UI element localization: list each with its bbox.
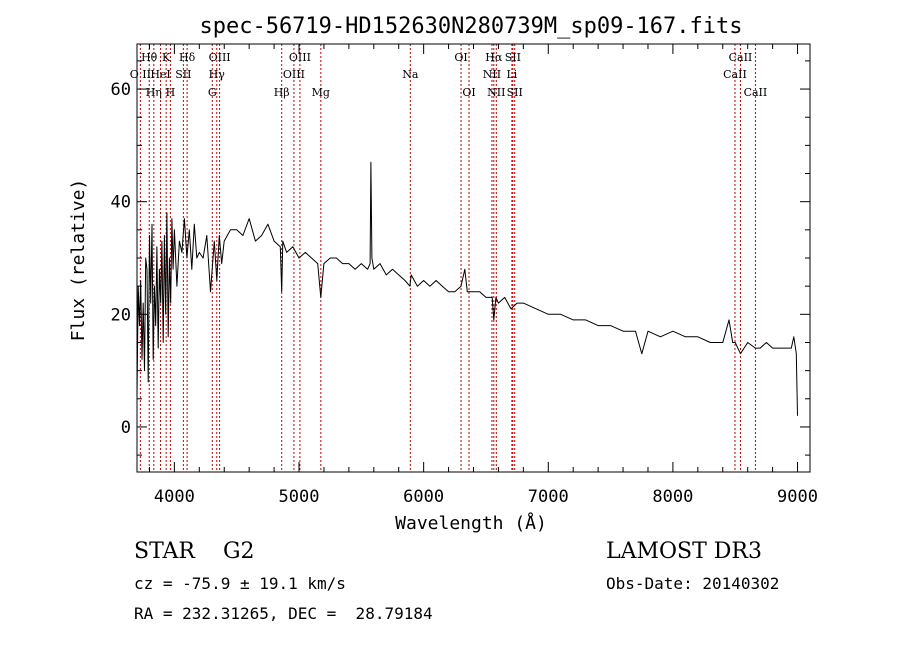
line-label: O II xyxy=(130,68,151,81)
emission-line-markers xyxy=(139,44,756,472)
x-axis-label: Wavelength (Å) xyxy=(395,512,547,534)
y-tick-label: 60 xyxy=(111,80,131,100)
line-label: Hγ xyxy=(209,68,226,81)
line-label: Hβ xyxy=(274,86,290,99)
line-label: G xyxy=(208,86,217,99)
line-label: H xyxy=(166,86,176,99)
line-label: SII xyxy=(507,86,523,99)
line-label: NII xyxy=(483,68,501,81)
y-tick-label: 20 xyxy=(111,305,131,325)
x-tick-label: 8000 xyxy=(652,487,693,507)
line-label: Na xyxy=(402,68,419,81)
y-axis-label: Flux (relative) xyxy=(68,179,89,342)
line-label: K xyxy=(162,51,171,64)
x-tick-label: 7000 xyxy=(528,487,569,507)
survey-name: LAMOST DR3 xyxy=(606,539,762,564)
x-tick-label: 6000 xyxy=(403,487,444,507)
line-label: OI xyxy=(462,86,475,99)
obs-date: Obs-Date: 20140302 xyxy=(606,574,780,593)
line-label: SII xyxy=(175,68,191,81)
line-label: CaII xyxy=(729,51,753,64)
plot-frame xyxy=(136,43,811,473)
line-label: OI xyxy=(454,51,467,64)
line-labels: O II Hθ Hη HeI K H SII Hδ G Hγ OIII Hβ OIII OIII Mg Na O… xyxy=(130,51,767,99)
axis-ticks: 4000 5000 6000 7000 8000 9000 0 20 40 60 xyxy=(111,44,818,507)
redshift-value: cz = -75.9 ± 19.1 km/s xyxy=(134,574,346,593)
y-tick-label: 0 xyxy=(121,418,131,438)
line-label: Hα xyxy=(485,51,503,64)
line-label: OIII xyxy=(289,51,311,64)
line-label: Li xyxy=(506,68,517,81)
line-label: CaII xyxy=(744,86,768,99)
line-label: NII xyxy=(487,86,505,99)
y-tick-label: 40 xyxy=(111,193,131,213)
line-label: Mg xyxy=(312,86,330,99)
x-tick-label: 5000 xyxy=(279,487,320,507)
line-label: OIII xyxy=(283,68,305,81)
line-label: Hη xyxy=(146,86,162,99)
chart-title: spec-56719-HD152630N280739M_sp09-167.fit… xyxy=(199,14,742,39)
line-label: Hδ xyxy=(179,51,196,64)
line-label: OIII xyxy=(209,51,231,64)
spectrum-series xyxy=(136,161,798,416)
x-tick-label: 9000 xyxy=(777,487,818,507)
spectrum-line xyxy=(136,161,798,416)
line-label: HeI xyxy=(150,68,170,81)
line-label: SII xyxy=(505,51,521,64)
line-label: CaII xyxy=(723,68,747,81)
coordinates: RA = 232.31265, DEC = 28.79184 xyxy=(134,604,433,623)
x-tick-label: 4000 xyxy=(154,487,195,507)
line-label: Hθ xyxy=(141,51,158,64)
object-class: STAR G2 xyxy=(134,539,255,564)
